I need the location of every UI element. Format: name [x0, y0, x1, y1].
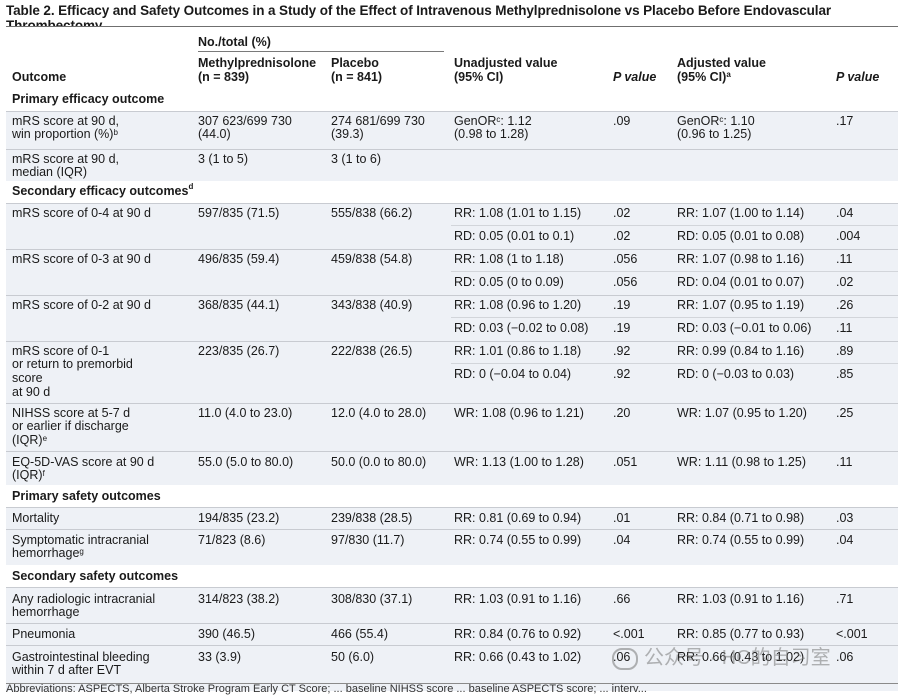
table-row: Pneumonia 390 (46.5) 466 (55.4) RR: 0.84…	[12, 627, 868, 641]
table-row: Any radiologic intracranial hemorrhage 3…	[12, 592, 854, 619]
col-adjusted-ci: (95% CI)a	[677, 70, 731, 84]
section-secondary-safety: Secondary safety outcomes	[6, 565, 898, 587]
table-row: mRS score at 90 d, median (IQR) 3 (1 to …	[12, 152, 382, 179]
col-outcome: Outcome	[12, 70, 67, 84]
col-adjusted: Adjusted value	[677, 56, 766, 70]
col-unadjusted: Unadjusted value	[454, 56, 558, 70]
col-methyl: Methylprednisolone	[198, 56, 317, 70]
col-unadjusted-ci: (95% CI)	[454, 70, 504, 84]
table-row: mRS score of 0-3 at 90 d 496/835 (59.4) …	[6, 249, 898, 295]
table-row: NIHSS score at 5-7 d or earlier if disch…	[12, 406, 854, 447]
table-row: mRS score at 90 d, win proportion (%)b 3…	[12, 114, 854, 141]
wechat-logo-icon	[612, 647, 638, 670]
col-placebo: Placebo	[331, 56, 379, 70]
col-placebo-n: (n = 841)	[331, 70, 383, 84]
table-row: mRS score of 0-1 or return to premorbid …	[6, 341, 898, 403]
watermark: 公众号 · HC的自习室	[612, 641, 831, 670]
table-row: Mortality 194/835 (23.2) 239/838 (28.5) …	[12, 511, 854, 525]
table-header: No./total (%) Outcome Methylprednisolone…	[6, 27, 898, 90]
results-table: No./total (%) Outcome Methylprednisolone…	[6, 26, 898, 691]
table-row: mRS score of 0-2 at 90 d 368/835 (44.1) …	[6, 295, 898, 341]
section-primary-efficacy: Primary efficacy outcome	[6, 89, 898, 111]
table-row: EQ-5D-VAS score at 90 d (IQR)f 55.0 (5.0…	[12, 455, 853, 482]
col-methyl-n: (n = 839)	[198, 70, 250, 84]
section-primary-safety: Primary safety outcomes	[6, 485, 898, 507]
col-p-value-1: P value	[613, 70, 657, 84]
table-footnote: Abbreviations: ASPECTS, Alberta Stroke P…	[6, 683, 647, 695]
col-p-value-2: P value	[836, 70, 880, 84]
table-row: Symptomatic intracranial hemorrhageg 71/…	[12, 533, 854, 560]
table-row: mRS score of 0-4 at 90 d 597/835 (71.5) …	[6, 203, 898, 249]
section-secondary-efficacy: Secondary efficacy outcomesd	[6, 181, 898, 203]
group-header: No./total (%)	[198, 35, 271, 49]
